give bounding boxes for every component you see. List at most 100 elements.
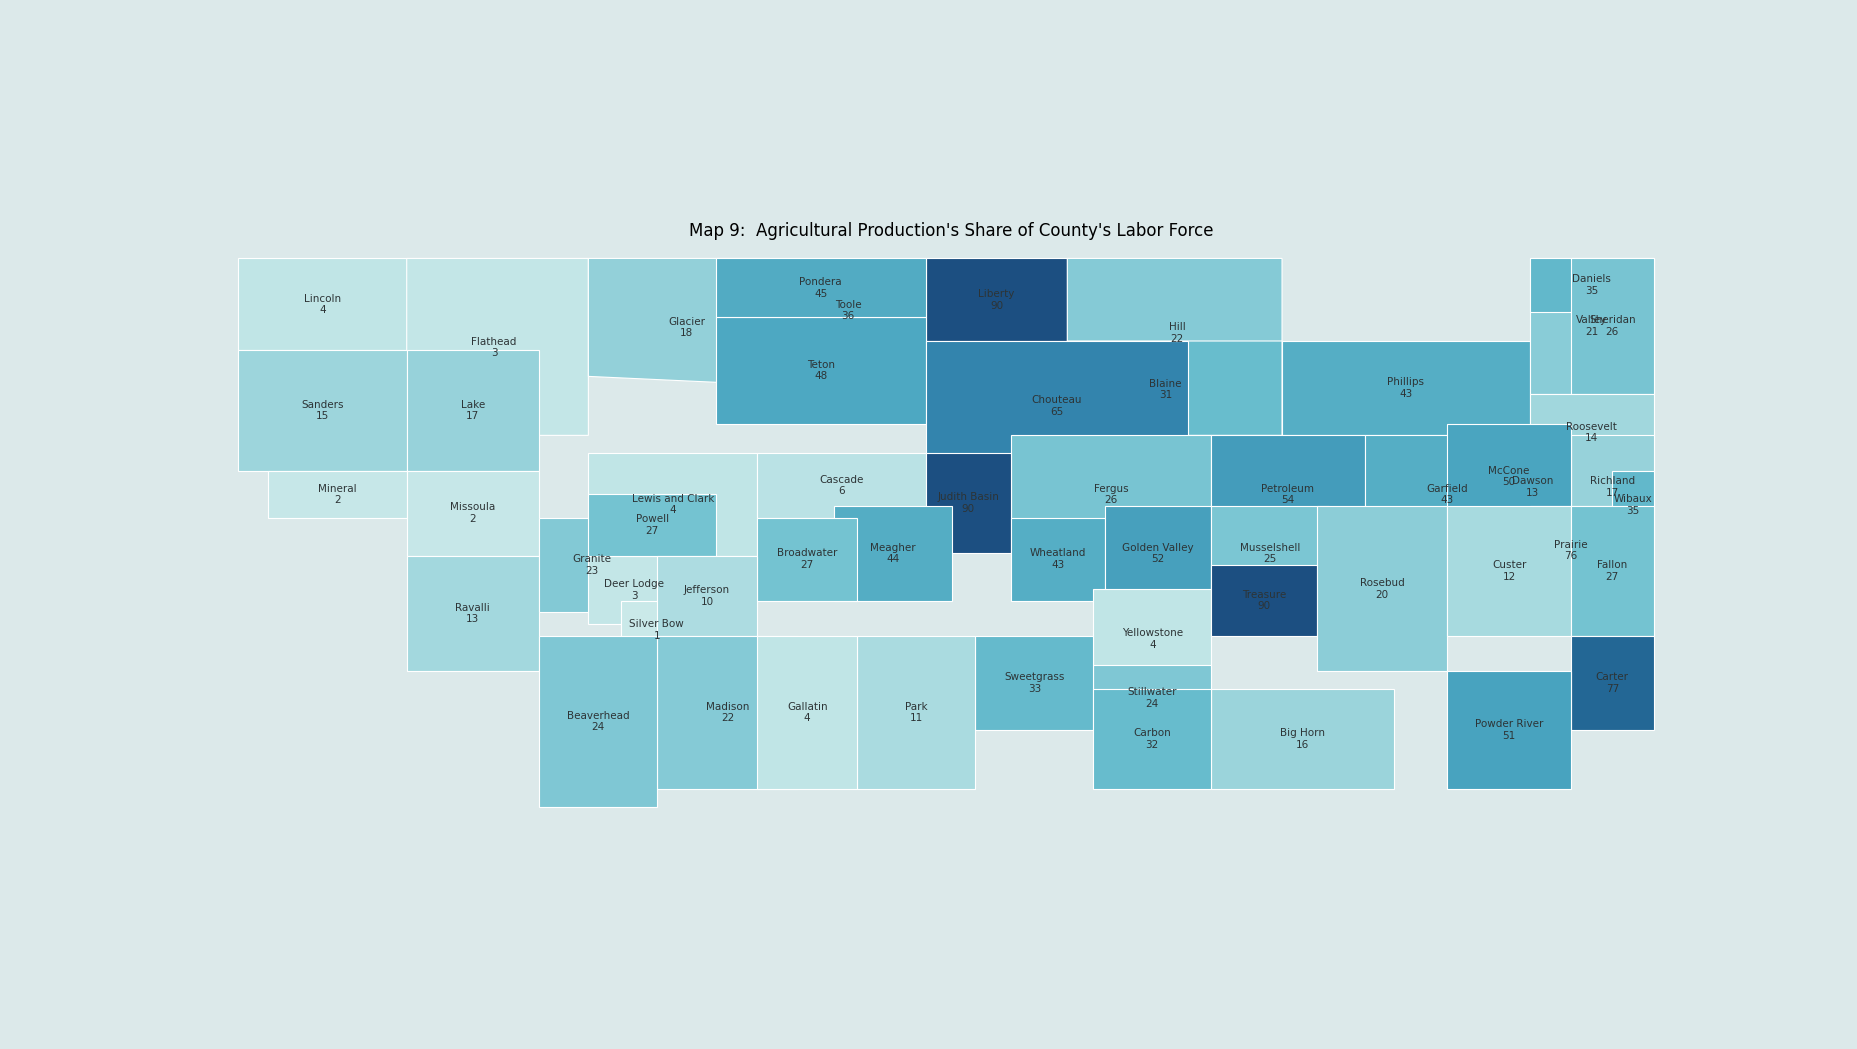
Polygon shape <box>407 471 539 556</box>
Text: Carter
77: Carter 77 <box>1595 672 1629 693</box>
Text: Fergus
26: Fergus 26 <box>1094 484 1129 506</box>
Polygon shape <box>1530 394 1653 471</box>
Polygon shape <box>657 636 799 789</box>
Text: Toole
36: Toole 36 <box>834 300 862 321</box>
Polygon shape <box>1447 424 1571 530</box>
Polygon shape <box>1211 565 1317 636</box>
Text: Lake
17: Lake 17 <box>461 400 485 422</box>
Polygon shape <box>589 494 715 556</box>
Polygon shape <box>1571 258 1653 394</box>
Text: Rosebud
20: Rosebud 20 <box>1359 578 1404 600</box>
Text: Lewis and Clark
4: Lewis and Clark 4 <box>631 494 713 515</box>
Text: Blaine
31: Blaine 31 <box>1149 379 1181 400</box>
Text: Lincoln
4: Lincoln 4 <box>305 294 342 316</box>
Polygon shape <box>771 258 927 362</box>
Text: Daniels
35: Daniels 35 <box>1573 274 1612 296</box>
Text: Custer
12: Custer 12 <box>1491 560 1526 582</box>
Polygon shape <box>1105 507 1211 600</box>
Polygon shape <box>1094 588 1211 689</box>
Polygon shape <box>1495 435 1571 539</box>
Text: Granite
23: Granite 23 <box>572 554 611 576</box>
Text: Big Horn
16: Big Horn 16 <box>1279 728 1326 750</box>
Text: Meagher
44: Meagher 44 <box>869 542 916 564</box>
Text: Chouteau
65: Chouteau 65 <box>1031 395 1083 416</box>
Text: Powder River
51: Powder River 51 <box>1474 720 1543 741</box>
Text: Wheatland
43: Wheatland 43 <box>1029 549 1086 570</box>
Text: Treasure
90: Treasure 90 <box>1242 590 1287 612</box>
Polygon shape <box>1281 341 1530 435</box>
Polygon shape <box>927 341 1188 471</box>
Polygon shape <box>407 258 589 435</box>
Text: Prairie
76: Prairie 76 <box>1554 539 1588 561</box>
Polygon shape <box>539 636 657 807</box>
Polygon shape <box>407 350 539 471</box>
Polygon shape <box>1447 507 1571 636</box>
Text: Valley
21: Valley 21 <box>1577 316 1608 337</box>
Polygon shape <box>1010 518 1105 600</box>
Text: Carbon
32: Carbon 32 <box>1133 728 1172 750</box>
Text: Judith Basin
90: Judith Basin 90 <box>938 492 999 514</box>
Text: Roosevelt
14: Roosevelt 14 <box>1565 422 1617 444</box>
Text: Musselshell
25: Musselshell 25 <box>1240 542 1300 564</box>
Polygon shape <box>1530 258 1653 312</box>
Polygon shape <box>715 318 927 424</box>
Polygon shape <box>927 258 1068 341</box>
Text: Phillips
43: Phillips 43 <box>1387 378 1424 399</box>
Polygon shape <box>1571 507 1653 636</box>
Text: Teton
48: Teton 48 <box>806 360 836 381</box>
Polygon shape <box>1211 435 1365 553</box>
Polygon shape <box>1317 507 1447 671</box>
Polygon shape <box>758 453 927 518</box>
Polygon shape <box>758 518 858 600</box>
Polygon shape <box>1447 671 1571 789</box>
Text: Ravalli
13: Ravalli 13 <box>455 603 490 624</box>
Text: Powell
27: Powell 27 <box>635 514 669 536</box>
Polygon shape <box>407 556 539 671</box>
Text: Silver Bow
1: Silver Bow 1 <box>630 619 683 641</box>
Text: Beaverhead
24: Beaverhead 24 <box>566 710 630 732</box>
Text: Sanders
15: Sanders 15 <box>301 400 344 422</box>
Text: Gallatin
4: Gallatin 4 <box>787 702 828 724</box>
Text: Wibaux
35: Wibaux 35 <box>1614 494 1653 516</box>
Text: Sheridan
26: Sheridan 26 <box>1590 316 1636 337</box>
Polygon shape <box>1211 689 1395 789</box>
Text: Richland
17: Richland 17 <box>1590 476 1634 498</box>
Polygon shape <box>715 258 927 318</box>
Text: Hill
22: Hill 22 <box>1168 322 1185 343</box>
Polygon shape <box>238 258 407 350</box>
Polygon shape <box>267 471 407 518</box>
Polygon shape <box>589 453 758 556</box>
Polygon shape <box>1010 435 1211 553</box>
Polygon shape <box>1612 471 1653 539</box>
Polygon shape <box>1211 507 1330 600</box>
Polygon shape <box>1094 689 1211 789</box>
Polygon shape <box>1068 258 1281 394</box>
Polygon shape <box>1530 258 1653 394</box>
Polygon shape <box>238 350 407 471</box>
Text: Dawson
13: Dawson 13 <box>1512 476 1552 498</box>
Polygon shape <box>539 518 644 613</box>
Polygon shape <box>858 636 975 789</box>
Polygon shape <box>1530 507 1612 595</box>
Text: Mineral
2: Mineral 2 <box>318 484 357 506</box>
Text: Flathead
3: Flathead 3 <box>472 337 516 359</box>
Polygon shape <box>1571 435 1653 539</box>
Polygon shape <box>927 453 1010 553</box>
Text: Broadwater
27: Broadwater 27 <box>776 549 838 570</box>
Text: Pondera
45: Pondera 45 <box>800 277 841 299</box>
Polygon shape <box>758 636 858 789</box>
Text: Sweetgrass
33: Sweetgrass 33 <box>1005 672 1064 693</box>
Polygon shape <box>975 636 1094 730</box>
Text: Madison
22: Madison 22 <box>706 702 748 724</box>
Text: Glacier
18: Glacier 18 <box>669 317 706 339</box>
Title: Map 9:  Agricultural Production's Share of County's Labor Force: Map 9: Agricultural Production's Share o… <box>689 221 1214 239</box>
Text: Park
11: Park 11 <box>904 702 928 724</box>
Polygon shape <box>834 507 951 600</box>
Text: Petroleum
54: Petroleum 54 <box>1261 484 1315 506</box>
Text: Fallon
27: Fallon 27 <box>1597 560 1627 582</box>
Text: Jefferson
10: Jefferson 10 <box>683 585 730 606</box>
Polygon shape <box>1068 341 1281 435</box>
Text: Cascade
6: Cascade 6 <box>819 475 864 496</box>
Text: Golden Valley
52: Golden Valley 52 <box>1122 542 1194 564</box>
Text: Missoula
2: Missoula 2 <box>449 502 496 524</box>
